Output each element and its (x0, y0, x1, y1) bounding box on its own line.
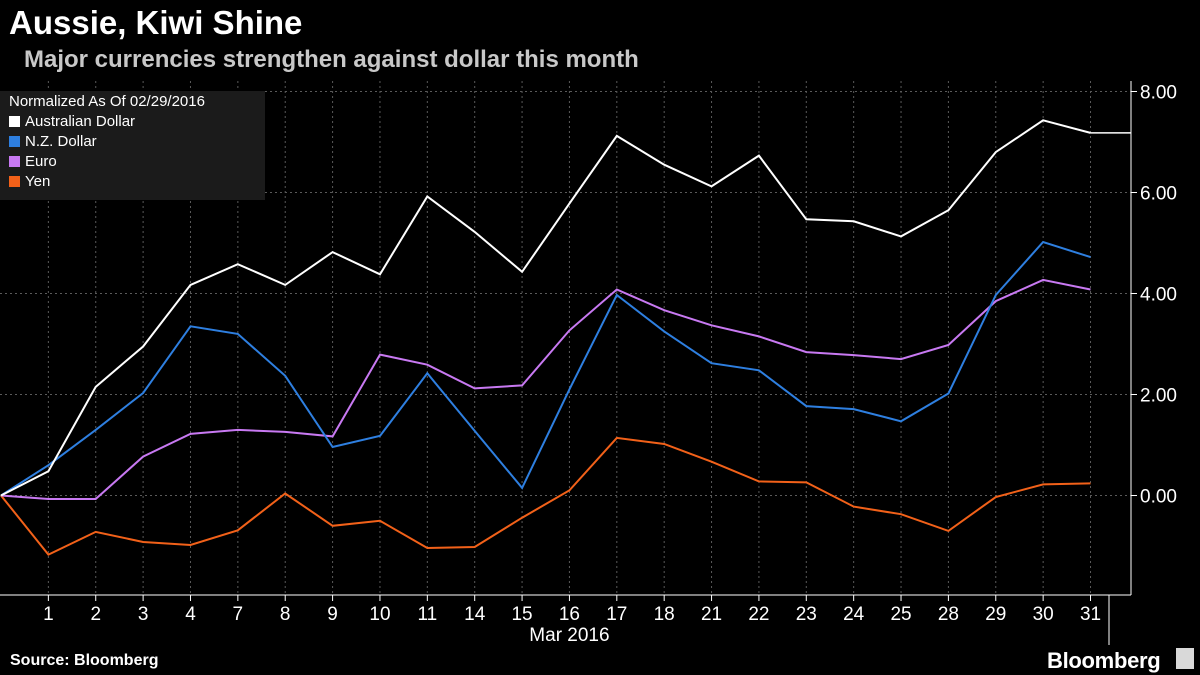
legend: Normalized As Of 02/29/2016 Australian D… (0, 91, 265, 200)
x-tick-label: 7 (233, 604, 244, 625)
x-tick-label: 25 (890, 604, 911, 625)
legend-item-euro: Euro (9, 153, 57, 170)
legend-label-nz-dollar: N.Z. Dollar (25, 133, 97, 150)
x-tick-label: 3 (138, 604, 149, 625)
y-tick-label: 6.00 (1140, 184, 1177, 205)
source-note: Source: Bloomberg (10, 652, 159, 669)
x-tick-label: 10 (369, 604, 390, 625)
x-axis-label: Mar 2016 (529, 625, 609, 646)
chart-subtitle: Major currencies strengthen against doll… (24, 46, 639, 73)
bloomberg-logo-icon (1176, 648, 1194, 669)
legend-title: Normalized As Of 02/29/2016 (9, 93, 205, 110)
series-line-australian-dollar (0, 119, 1091, 497)
x-tick-label: 22 (748, 604, 769, 625)
legend-swatch-yen (9, 176, 20, 187)
legend-label-yen: Yen (25, 173, 51, 190)
series-line-yen (0, 436, 1091, 556)
y-tick-label: 2.00 (1140, 386, 1177, 407)
brand-wordmark: Bloomberg (1047, 648, 1161, 673)
y-tick-label: 0.00 (1140, 487, 1177, 508)
legend-swatch-euro (9, 156, 20, 167)
legend-label-australian-dollar: Australian Dollar (25, 113, 136, 130)
x-tick-label: 2 (90, 604, 101, 625)
legend-item-yen: Yen (9, 173, 50, 190)
series-line-n-z-dollar (0, 240, 1091, 497)
x-tick-label: 30 (1033, 604, 1054, 625)
x-tick-label: 9 (327, 604, 338, 625)
x-tick-label: 31 (1080, 604, 1101, 625)
legend-label-euro: Euro (25, 153, 57, 170)
x-tick-label: 23 (796, 604, 817, 625)
legend-item-australian-dollar: Australian Dollar (9, 113, 135, 130)
x-tick-label: 8 (280, 604, 291, 625)
x-tick-label: 11 (417, 604, 437, 625)
legend-swatch-australian-dollar (9, 116, 20, 127)
x-tick-label: 1 (43, 604, 54, 625)
x-tick-label: 15 (511, 604, 532, 625)
x-tick-label: 18 (654, 604, 675, 625)
x-tick-label: 21 (701, 604, 722, 625)
x-tick-label: 24 (843, 604, 865, 625)
legend-swatch-nz-dollar (9, 136, 20, 147)
series-line-euro (0, 278, 1091, 500)
x-tick-label: 16 (559, 604, 580, 625)
x-tick-label: 4 (185, 604, 196, 625)
x-tick-label: 28 (938, 604, 959, 625)
y-tick-label: 4.00 (1140, 285, 1177, 306)
x-tick-label: 14 (464, 604, 486, 625)
series-lines (0, 119, 1091, 556)
legend-item-nz-dollar: N.Z. Dollar (9, 133, 97, 150)
grid-lines (0, 81, 1131, 595)
axes (0, 81, 1137, 645)
x-tick-label: 29 (985, 604, 1006, 625)
axis-labels: 8.006.004.002.000.001 2 3 4 7 8 9 10 11 14 15 16 17 1… (43, 83, 1177, 647)
chart-title: Aussie, Kiwi Shine (9, 4, 303, 41)
x-tick-label: 17 (606, 604, 627, 625)
y-tick-label: 8.00 (1140, 83, 1177, 104)
